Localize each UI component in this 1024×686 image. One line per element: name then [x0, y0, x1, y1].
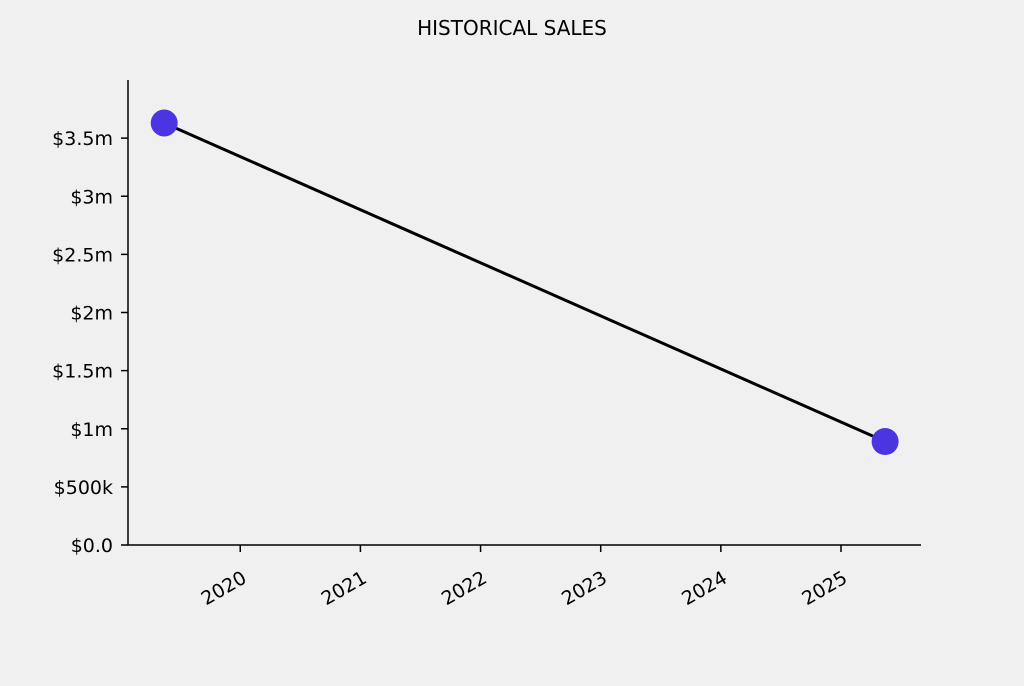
data-point: [150, 109, 178, 137]
x-axis: 2020 2021 2022 2023 2024 2025: [198, 545, 851, 610]
series-group: [150, 109, 899, 456]
x-tick-label: 2021: [318, 567, 371, 610]
x-tick-label: 2023: [558, 567, 611, 610]
data-point: [871, 428, 899, 456]
y-tick-label: $2m: [70, 303, 113, 325]
x-tick-label: 2022: [438, 567, 491, 610]
series-line: [163, 121, 886, 443]
y-tick-label: $500k: [54, 477, 113, 499]
chart-title: HISTORICAL SALES: [417, 16, 607, 40]
y-tick-label: $2.5m: [52, 244, 113, 266]
y-tick-label: $0.0: [71, 535, 113, 557]
y-tick-label: $3m: [70, 186, 113, 208]
y-axis: $0.0 $500k $1m $1.5m $2m $2.5m $3m $3.5m: [52, 128, 128, 557]
x-tick-label: 2024: [678, 567, 731, 610]
y-tick-label: $1m: [70, 419, 113, 441]
y-tick-label: $3.5m: [52, 128, 113, 150]
x-tick-label: 2025: [798, 567, 851, 610]
x-tick-label: 2020: [198, 567, 251, 610]
y-tick-label: $1.5m: [52, 361, 113, 383]
